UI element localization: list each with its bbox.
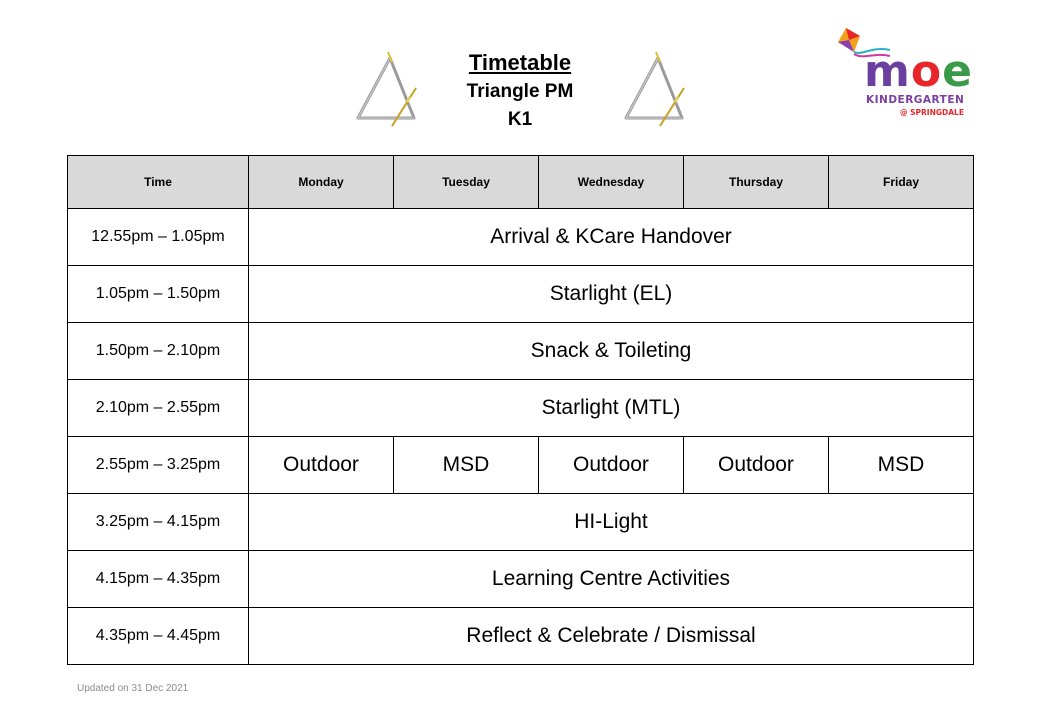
page-title: Timetable [468,50,572,75]
table-row: 4.15pm – 4.35pm Learning Centre Activiti… [67,550,974,608]
column-header-thursday: Thursday [683,155,829,209]
logo-kindergarten-text: KINDERGARTEN [866,94,965,106]
time-cell: 12.55pm – 1.05pm [67,208,249,266]
thursday-activity-cell: Outdoor [683,436,829,494]
monday-activity-cell: Outdoor [248,436,394,494]
activity-cell: Arrival & KCare Handover [248,208,974,266]
triangle-instrument-icon [356,51,417,127]
activity-cell: Snack & Toileting [248,322,974,380]
activity-cell: Reflect & Celebrate / Dismissal [248,607,974,665]
kite-icon [838,28,891,58]
logo-brand: moe [864,46,973,97]
activity-cell: Starlight (EL) [248,265,974,323]
time-cell: 4.35pm – 4.45pm [67,607,249,665]
time-cell: 4.15pm – 4.35pm [67,550,249,608]
table-header-row: Time Monday Tuesday Wednesday Thursday F… [67,155,974,209]
activity-cell: Starlight (MTL) [248,379,974,437]
wednesday-activity-cell: Outdoor [538,436,684,494]
table-row: 2.10pm – 2.55pm Starlight (MTL) [67,379,974,437]
activity-cell: HI-Light [248,493,974,551]
column-header-friday: Friday [828,155,974,209]
table-row: 4.35pm – 4.45pm Reflect & Celebrate / Di… [67,607,974,665]
time-cell: 2.10pm – 2.55pm [67,379,249,437]
updated-note: Updated on 31 Dec 2021 [77,683,189,694]
time-cell: 2.55pm – 3.25pm [67,436,249,494]
table-row: 1.50pm – 2.10pm Snack & Toileting [67,322,974,380]
timetable: Time Monday Tuesday Wednesday Thursday F… [67,155,974,665]
class-name: Triangle PM [466,81,574,102]
tuesday-activity-cell: MSD [393,436,539,494]
column-header-monday: Monday [248,155,394,209]
triangle-instrument-icon [624,51,685,127]
activity-cell: Learning Centre Activities [248,550,974,608]
table-row: 1.05pm – 1.50pm Starlight (EL) [67,265,974,323]
moe-kindergarten-logo: moe KINDERGARTEN @ SPRINGDALE [832,26,972,121]
column-header-time: Time [67,155,249,209]
column-header-wednesday: Wednesday [538,155,684,209]
page-header: Timetable Triangle PM K1 [420,48,620,134]
logo-location-text: @ SPRINGDALE [900,108,964,117]
time-cell: 1.05pm – 1.50pm [67,265,249,323]
friday-activity-cell: MSD [828,436,974,494]
table-row: 3.25pm – 4.15pm HI-Light [67,493,974,551]
table-row: 2.55pm – 3.25pm Outdoor MSD Outdoor Outd… [67,436,974,494]
table-row: 12.55pm – 1.05pm Arrival & KCare Handove… [67,208,974,266]
time-cell: 1.50pm – 2.10pm [67,322,249,380]
time-cell: 3.25pm – 4.15pm [67,493,249,551]
class-level: K1 [507,109,533,130]
column-header-tuesday: Tuesday [393,155,539,209]
